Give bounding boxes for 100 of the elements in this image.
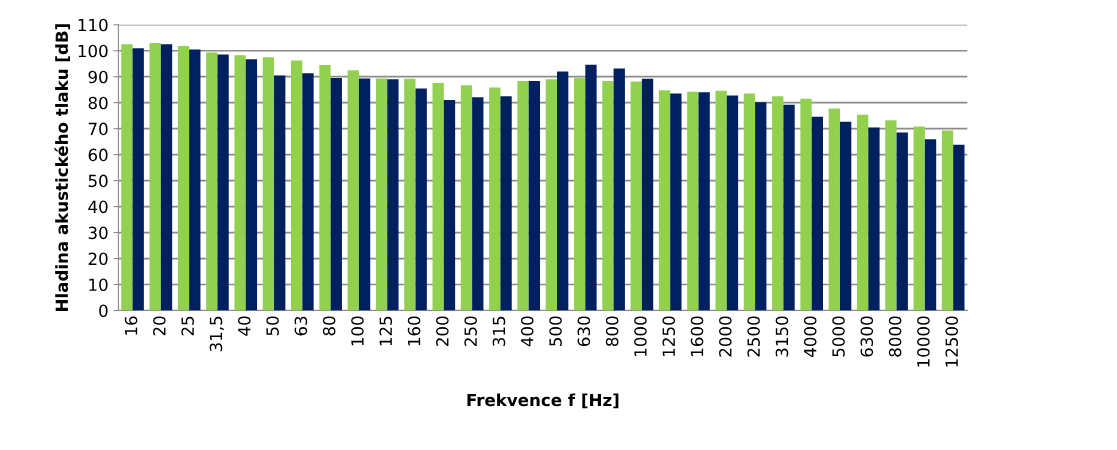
x-axis-title: Frekvence f [Hz] [467,393,619,409]
x-tick-label: 250 [464,316,477,346]
x-tick-label: 160 [407,316,421,346]
bar [641,78,654,311]
bar [319,65,331,311]
x-tick-label: 63 [294,316,308,336]
bar [557,71,569,311]
bar [234,55,246,311]
y-tick-label: 100 [78,44,108,58]
y-tick-label: 0 [99,304,108,318]
y-tick-label: 70 [88,122,108,136]
y-axis-title: Hladina akustického tlaku [dB] [54,24,71,311]
bar [687,91,699,311]
bar [715,90,727,311]
x-tick-label: 6300 [860,316,874,357]
y-tick-label: 60 [88,148,108,162]
bar [545,79,558,311]
x-tick-label: 125 [379,316,393,346]
x-tick-label: 5000 [832,316,845,357]
bar [443,100,456,311]
bar [670,93,682,311]
y-tick-label: 80 [88,96,108,110]
y-tick-label: 90 [88,70,108,84]
bar [274,75,286,311]
bar [460,85,473,311]
bar [896,132,908,311]
x-tick-label: 25 [181,316,194,336]
bar [868,127,880,311]
x-tick-label: 800 [605,316,619,347]
x-tick-label: 50 [266,316,279,336]
x-tick-label: 3150 [775,316,789,357]
bar [573,78,586,311]
bar [953,144,965,311]
y-tick-label: 10 [89,278,108,292]
x-tick-label: 500 [549,316,562,346]
bar [206,52,218,311]
bar [132,48,144,311]
bar [772,96,784,311]
bar [432,82,444,311]
bar [160,44,173,311]
bar [602,81,614,311]
x-tick-label: 16 [124,316,138,335]
bar [262,57,275,311]
x-tick-label: 100 [351,316,364,346]
bar [839,121,852,311]
bar [404,78,416,311]
bar [783,104,795,311]
bar [489,87,501,311]
bar [528,81,541,311]
y-tick-label: 30 [88,226,108,240]
bar [500,96,512,311]
bar [330,78,342,311]
x-tick-label: 20 [153,316,166,336]
bar [630,81,642,311]
bar [941,130,954,311]
x-tick-label: 1000 [634,316,647,356]
bar [743,93,756,311]
bar [913,126,925,311]
bar [291,60,303,311]
bar [800,98,812,311]
bar [698,92,710,311]
bar [726,95,739,311]
y-tick-label: 50 [88,174,108,188]
x-tick-label: 12500 [945,316,959,367]
bar [217,54,229,311]
bar [302,73,314,311]
x-tick-label: 31,5 [209,316,224,352]
x-tick-label: 630 [577,316,591,347]
bar [375,78,388,311]
bar [811,116,824,311]
bar [121,44,133,311]
bar [856,114,869,311]
y-tick-label: 20 [88,252,108,266]
y-tick-label: 40 [88,200,108,214]
bar [415,88,427,311]
bar [828,108,840,311]
bar [517,81,529,311]
bar [358,78,371,311]
bar [347,70,359,311]
x-tick-label: 200 [436,316,449,346]
bar [924,139,937,311]
bar [613,68,625,311]
x-tick-label: 8000 [888,316,902,357]
bar [245,59,258,311]
bar [755,102,767,311]
bar [387,79,399,311]
x-tick-label: 80 [322,316,336,336]
bar [149,42,161,311]
x-tick-label: 4000 [803,316,817,357]
x-tick-label: 2500 [747,316,760,357]
x-tick-label: 1250 [662,316,676,356]
bar [472,97,484,311]
bar [585,64,597,311]
x-tick-label: 40 [237,316,251,336]
x-tick-label: 315 [492,316,506,346]
x-tick-label: 1600 [690,316,704,356]
x-tick-label: 2000 [719,316,732,357]
y-tick-label: 110 [78,18,108,32]
bar [885,120,897,311]
bar [177,46,190,311]
